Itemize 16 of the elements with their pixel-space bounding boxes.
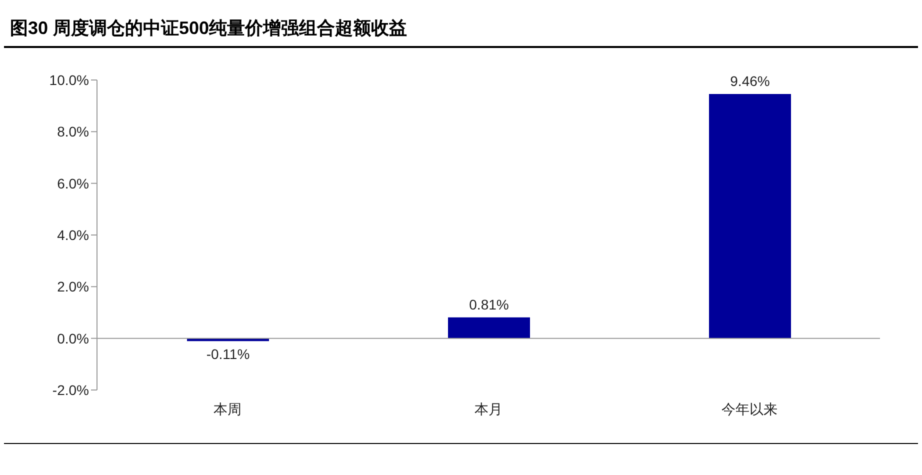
chart-title: 图30 周度调仓的中证500纯量价增强组合超额收益 (10, 17, 408, 40)
y-tick-label: 8.0% (57, 124, 89, 140)
data-label: 9.46% (730, 72, 770, 89)
y-tick-label: 0.0% (57, 330, 89, 346)
x-tick-label: 本月 (474, 400, 502, 417)
x-tick-label: 本周 (214, 400, 242, 417)
y-tick-label: 6.0% (57, 175, 89, 192)
bar (709, 94, 791, 338)
x-tick-label: 今年以来 (722, 400, 778, 417)
y-tick-label: -2.0% (52, 382, 89, 398)
y-tick-label: 4.0% (57, 226, 89, 243)
data-label: 0.81% (469, 296, 509, 312)
y-tick-label: 10.0% (49, 72, 89, 88)
y-tick-label: 2.0% (57, 278, 89, 295)
bar (448, 317, 530, 338)
data-label: -0.11% (206, 346, 250, 362)
